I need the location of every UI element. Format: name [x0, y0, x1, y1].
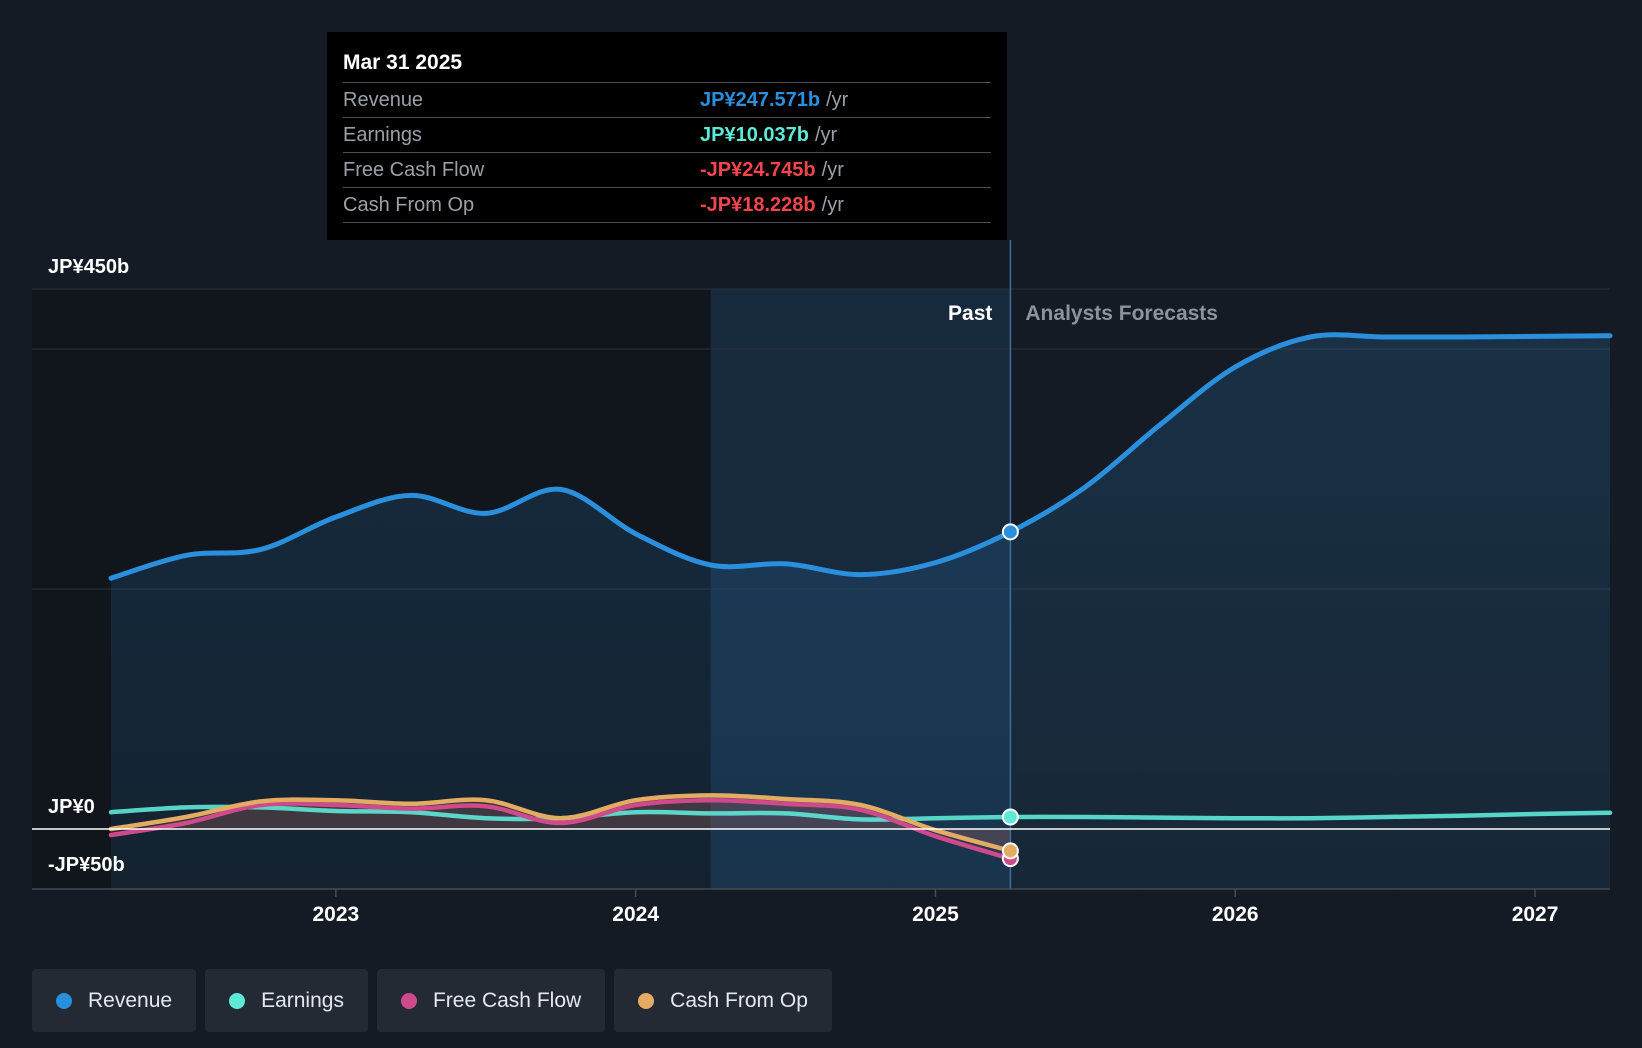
tooltip-unit: /yr [814, 123, 838, 146]
tooltip-value: JP¥247.571b [700, 88, 821, 111]
tooltip-unit: /yr [826, 88, 849, 111]
tooltip-row-revenue: Revenue JP¥247.571b /yr [343, 82, 991, 117]
earnings-marker[interactable] [1001, 808, 1019, 826]
y-tick-label: JP¥450b [48, 256, 129, 278]
cash-from-op-marker[interactable] [1001, 842, 1019, 860]
tooltip: Mar 31 2025 Revenue JP¥247.571b /yr Earn… [327, 32, 1007, 240]
tooltip-row-free-cash-flow: Free Cash Flow -JP¥24.745b /yr [343, 152, 991, 187]
y-tick-label: JP¥0 [48, 796, 95, 818]
earnings-dot-icon [229, 992, 246, 1009]
legend-label: Earnings [261, 988, 344, 1012]
legend-item-free-cash-flow[interactable]: Free Cash Flow [376, 969, 606, 1032]
x-tick-label: 2025 [912, 903, 959, 926]
tooltip-label: Revenue [343, 88, 424, 111]
past-label: Past [948, 302, 992, 325]
tooltip-label: Cash From Op [343, 193, 475, 216]
tooltip-value: JP¥10.037b [700, 123, 809, 146]
free-cash-flow-dot-icon [400, 992, 417, 1009]
legend-item-cash-from-op[interactable]: Cash From Op [614, 969, 832, 1032]
tooltip-label: Earnings [343, 123, 422, 146]
tooltip-label: Free Cash Flow [343, 158, 485, 181]
tooltip-value: -JP¥24.745b [700, 158, 816, 181]
tooltip-row-cash-from-op: Cash From Op -JP¥18.228b /yr [343, 187, 991, 223]
earnings-line [108, 804, 1613, 822]
legend-label: Cash From Op [670, 988, 808, 1012]
x-tick-label: 2026 [1212, 903, 1259, 926]
tooltip-unit: /yr [821, 193, 844, 216]
tooltip-unit: /yr [821, 158, 844, 181]
forecast-label: Analysts Forecasts [1025, 302, 1218, 325]
tooltip-value: -JP¥18.228b [700, 193, 816, 216]
legend-item-revenue[interactable]: Revenue [32, 969, 197, 1032]
x-tick-label: 2023 [312, 903, 359, 926]
y-tick-label: -JP¥50b [48, 854, 125, 876]
revenue-area [110, 334, 1610, 889]
x-tick-label: 2024 [612, 903, 659, 926]
tooltip-row-earnings: Earnings JP¥10.037b /yr [343, 117, 991, 152]
legend-item-earnings[interactable]: Earnings [205, 969, 368, 1032]
revenue-dot-icon [56, 992, 72, 1009]
legend-label: Free Cash Flow [432, 988, 582, 1012]
cash-from-op-dot-icon [638, 992, 655, 1009]
tooltip-date: Mar 31 2025 [343, 51, 463, 74]
revenue-line [108, 332, 1613, 581]
revenue-marker[interactable] [1001, 523, 1019, 541]
cash-from-op-line [108, 793, 1013, 854]
x-tick-label: 2027 [1512, 903, 1559, 926]
free-cash-flow-line [108, 797, 1013, 861]
legend: Revenue Earnings Free Cash Flow Cash Fro… [32, 969, 832, 1032]
legend-label: Revenue [88, 988, 173, 1012]
